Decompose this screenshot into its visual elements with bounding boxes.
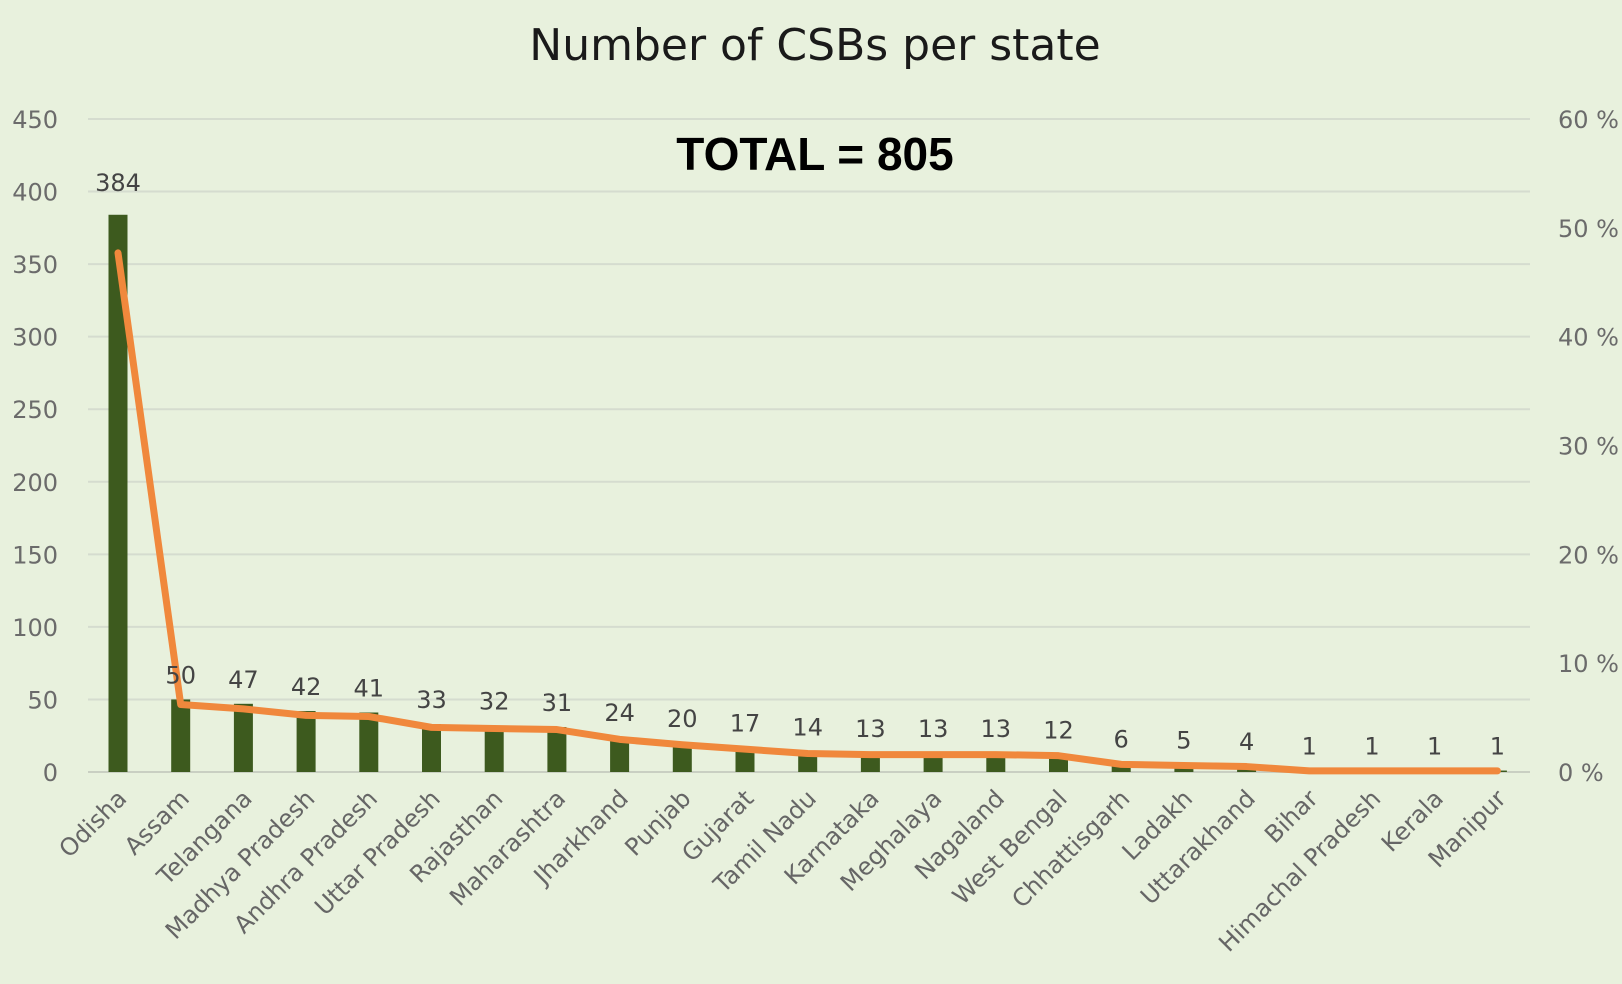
data-label: 13 — [855, 715, 886, 743]
line-series — [114, 249, 1501, 775]
bar — [359, 712, 379, 772]
data-label: 5 — [1176, 727, 1191, 755]
data-label: 14 — [792, 714, 823, 742]
bar — [296, 711, 316, 772]
data-label: 50 — [165, 661, 196, 689]
bar — [171, 699, 191, 772]
left-tick-label: 0 — [43, 759, 58, 787]
right-axis: 0 % 10 % 20 % 30 % 40 % 50 % 60 % — [1558, 106, 1619, 787]
data-label: 13 — [981, 715, 1012, 743]
left-tick-label: 250 — [12, 396, 58, 424]
left-tick-label: 450 — [12, 106, 58, 134]
data-label: 17 — [730, 709, 761, 737]
right-tick-label: 50 % — [1558, 215, 1619, 243]
data-label: 20 — [667, 705, 698, 733]
left-tick-label: 200 — [12, 469, 58, 497]
right-tick-label: 20 % — [1558, 541, 1619, 569]
data-label: 24 — [604, 699, 635, 727]
data-label: 47 — [228, 666, 259, 694]
right-tick-label: 30 % — [1558, 433, 1619, 461]
bar — [108, 214, 128, 773]
chart-title: Number of CSBs per state — [529, 20, 1100, 71]
bar — [547, 727, 567, 772]
left-tick-label: 50 — [27, 686, 58, 714]
data-label: 1 — [1364, 733, 1379, 761]
percent-line — [114, 249, 1501, 775]
data-label: 31 — [542, 689, 573, 717]
bar-series — [108, 214, 1507, 773]
data-label: 13 — [918, 715, 949, 743]
bar — [484, 725, 504, 772]
data-label: 33 — [416, 686, 447, 714]
bar — [672, 742, 692, 772]
left-tick-label: 100 — [12, 614, 58, 642]
bar — [422, 724, 441, 772]
data-label: 4 — [1239, 728, 1254, 756]
category-label: Odisha — [54, 784, 133, 863]
data-label: 1 — [1427, 733, 1442, 761]
gridlines — [88, 118, 1530, 773]
right-tick-label: 0 % — [1558, 759, 1604, 787]
total-annotation: TOTAL = 805 — [676, 128, 953, 180]
left-tick-label: 400 — [12, 179, 58, 207]
data-label: 6 — [1114, 725, 1129, 753]
data-label: 41 — [354, 675, 385, 703]
bar — [610, 737, 630, 772]
data-label: 1 — [1302, 733, 1317, 761]
data-label: 32 — [479, 688, 510, 716]
left-tick-label: 150 — [12, 541, 58, 569]
bar — [735, 747, 755, 772]
right-tick-label: 10 % — [1558, 650, 1619, 678]
right-tick-label: 60 % — [1558, 106, 1619, 134]
data-label: 1 — [1490, 733, 1505, 761]
left-tick-label: 350 — [12, 251, 58, 279]
right-tick-label: 40 % — [1558, 324, 1619, 352]
data-label: 42 — [291, 673, 322, 701]
data-label: 12 — [1043, 717, 1074, 745]
left-axis: 0 50 100 150 200 250 300 350 400 450 — [12, 106, 58, 787]
left-tick-label: 300 — [12, 324, 58, 352]
data-label: 384 — [95, 169, 141, 197]
bar — [233, 703, 253, 772]
